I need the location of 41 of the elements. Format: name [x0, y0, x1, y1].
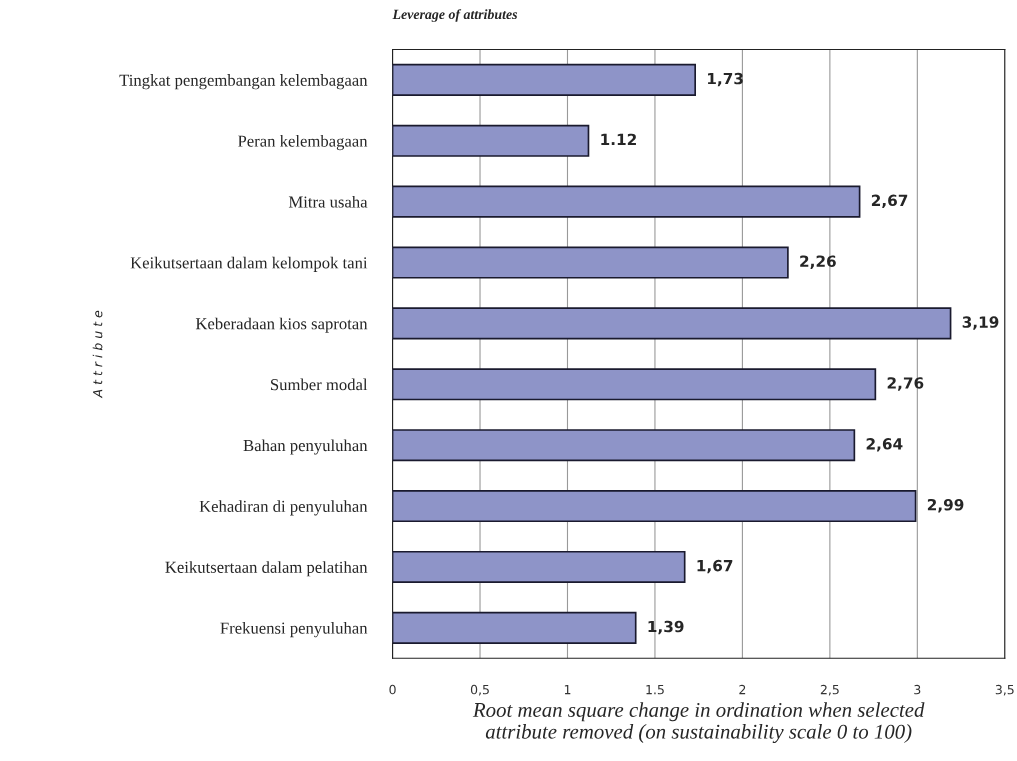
- y-tick-label: Tingkat pengembangan kelembagaan: [119, 74, 368, 90]
- y-tick-label: Peran kelembagaan: [238, 135, 368, 151]
- x-tick-label: 3,5: [995, 684, 1014, 696]
- data-label: 2,67: [871, 194, 908, 209]
- bar: [392, 246, 789, 279]
- data-label: 2,99: [927, 498, 964, 513]
- y-axis-title: A t t r i b u t e: [92, 310, 103, 399]
- y-tick-label: Mitra usaha: [288, 195, 368, 208]
- data-label: 1.12: [601, 133, 636, 145]
- bar: [392, 124, 590, 157]
- data-label: 1,73: [708, 72, 743, 87]
- bar: [392, 307, 952, 340]
- y-tick-label: Keikutsertaan dalam kelompok tani: [130, 256, 368, 272]
- y-tick-label: Sumber modal: [271, 378, 368, 391]
- data-label: 1,67: [697, 559, 733, 574]
- x-tick-label: 2,5: [820, 684, 839, 696]
- x-axis-title: Root mean square change in ordination when selected attribute removed (on sustainability scale 0 to 100): [472, 702, 925, 744]
- bar: [392, 490, 917, 523]
- data-label: 2,64: [866, 438, 903, 452]
- bar: [392, 63, 697, 96]
- y-tick-label: Frekuensi penyuluhan: [220, 622, 368, 638]
- data-label: 2,76: [887, 377, 924, 391]
- x-tick-label: 2: [739, 684, 746, 695]
- bar: [392, 429, 856, 462]
- x-tick-label: 0: [389, 684, 396, 695]
- data-label: 1,39: [648, 620, 684, 635]
- data-label: 2,26: [800, 255, 836, 269]
- x-tick-label: 1: [564, 685, 571, 695]
- bar: [392, 550, 686, 584]
- data-label: 3,19: [962, 316, 999, 330]
- bar: [392, 611, 637, 644]
- y-tick-label: Kehadiran di penyuluhan: [199, 500, 368, 516]
- bar: [392, 185, 861, 218]
- x-tick-label: 3: [914, 684, 921, 695]
- bar: [392, 368, 877, 401]
- y-tick-label: Bahan penyuluhan: [243, 439, 368, 455]
- y-tick-label: Keberadaan kios saprotan: [195, 317, 368, 333]
- y-tick-label: Keikutsertaan dalam pelatihan: [165, 561, 368, 577]
- x-tick-label: 1.5: [646, 685, 664, 695]
- x-tick-label: 0,5: [470, 684, 489, 696]
- chart-title: Leverage of attributes: [392, 9, 518, 22]
